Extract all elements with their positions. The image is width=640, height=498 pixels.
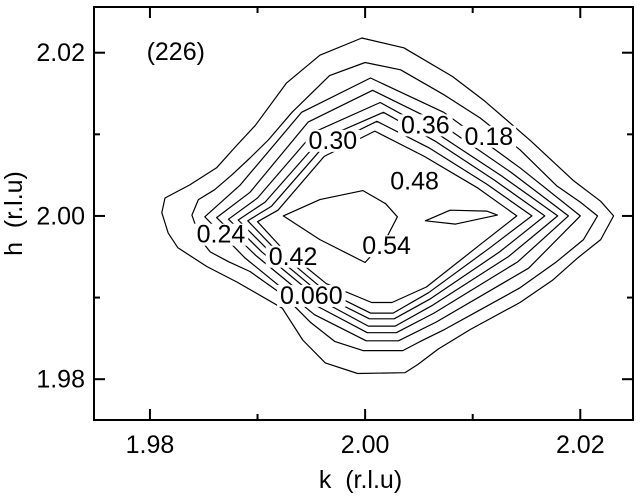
- plot-annotation: (226): [147, 38, 205, 66]
- x-tick-label: 2.00: [341, 431, 390, 459]
- y-tick-label: 1.98: [36, 366, 85, 394]
- contour-label-bg: [461, 125, 517, 148]
- x-tick-label: 1.98: [126, 431, 175, 459]
- contour-line-0.36: [237, 111, 546, 320]
- contour-line-0.060: [161, 37, 615, 375]
- contour-label-0.18: 0.18: [465, 123, 514, 151]
- x-tick-label: 2.02: [556, 431, 605, 459]
- contour-label-bg: [265, 245, 321, 268]
- contour-lines: [161, 37, 615, 375]
- y-tick-label: 2.00: [36, 202, 85, 230]
- contour-label-bg: [359, 235, 414, 258]
- contour-line-0.24: [216, 89, 569, 334]
- contour-label-0.30: 0.30: [309, 127, 358, 155]
- axis-ticks: [94, 7, 633, 420]
- contour-line-0.30: [227, 101, 559, 327]
- contour-label-0.36: 0.36: [401, 111, 450, 139]
- contour-labels: 0.30 0.36 0.18 0.48 0.54 0.24 0.42 0.060: [193, 111, 517, 310]
- contour-label-0.42: 0.42: [269, 243, 318, 271]
- contour-label-0.24: 0.24: [197, 221, 246, 249]
- contour-label-bg: [277, 284, 346, 307]
- contour-label-bg: [193, 223, 249, 246]
- contour-line-0.48: [256, 130, 518, 304]
- contour-label-0.54: 0.54: [362, 232, 411, 260]
- contour-line-0.42: [247, 120, 533, 314]
- contour-line-0.54: [424, 209, 498, 225]
- contour-label-bg: [305, 129, 361, 152]
- y-axis-title: h (r.l.u): [0, 171, 28, 256]
- plot-frame: [93, 6, 634, 421]
- y-tick-label: 2.02: [36, 39, 85, 67]
- contour-label-0.48: 0.48: [390, 168, 439, 196]
- contour-line-0.12: [191, 61, 599, 352]
- contour-label-bg: [387, 170, 442, 193]
- contour-line-0.18: [204, 77, 581, 342]
- contour-label-bg: [398, 114, 453, 137]
- contour-line-0.54: [282, 190, 398, 264]
- contour-label-0.060: 0.060: [280, 282, 343, 310]
- x-axis-title: k (r.l.u): [319, 466, 402, 494]
